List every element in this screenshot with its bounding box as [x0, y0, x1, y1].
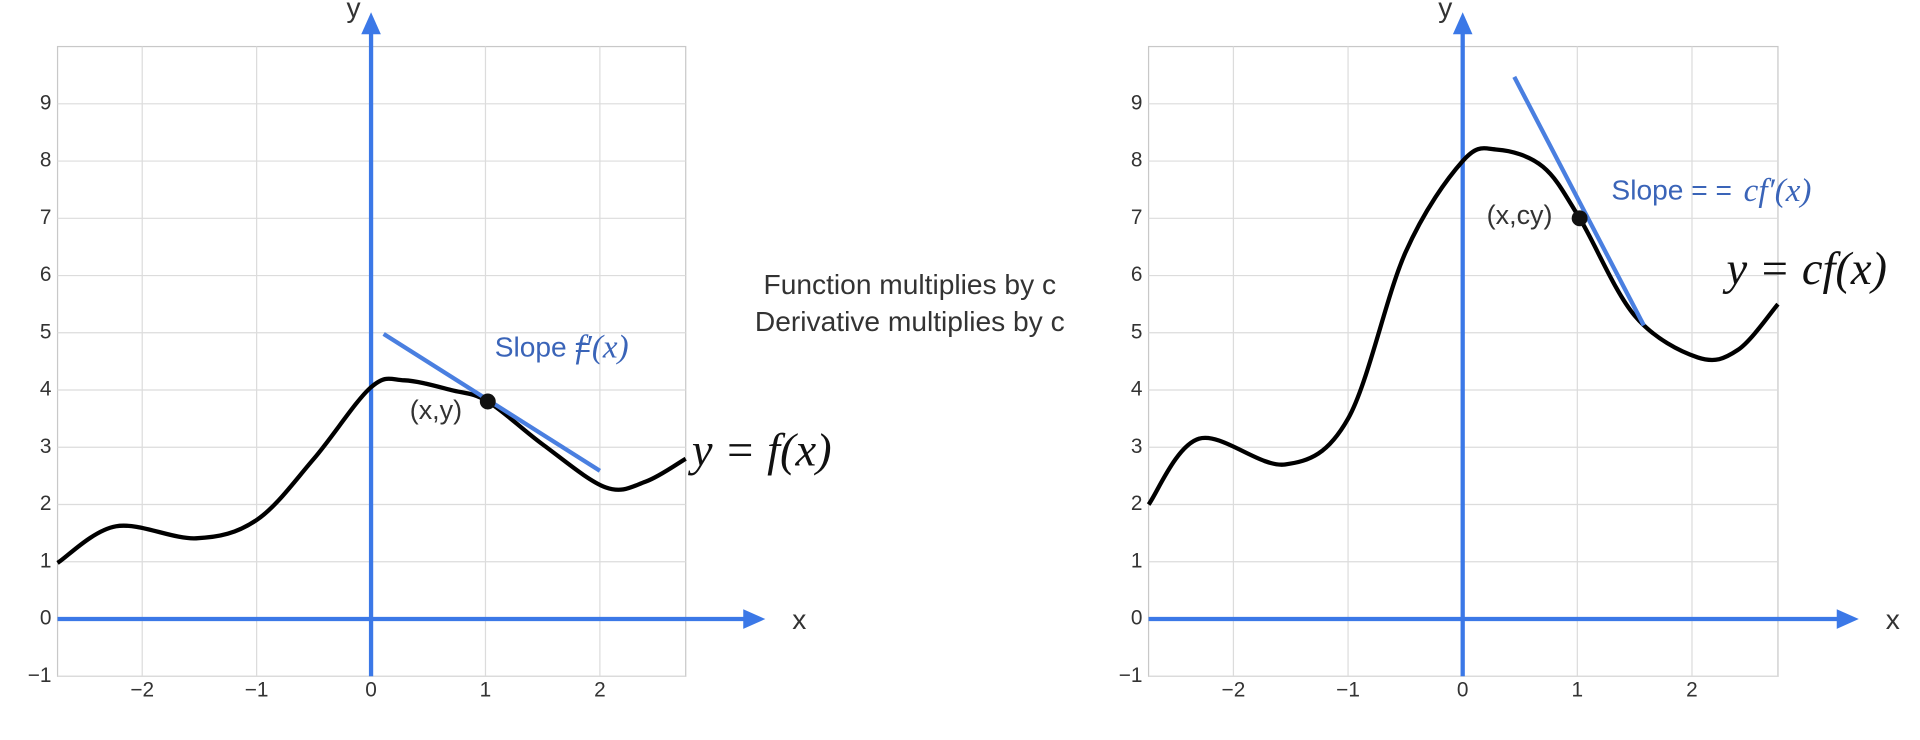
point-label: (x,cy)	[1487, 200, 1553, 230]
y-tick-label: 3	[1131, 435, 1143, 458]
y-tick-label: 8	[1131, 149, 1143, 172]
y-tick-label: 8	[40, 149, 52, 172]
y-tick-label: 0	[1131, 607, 1143, 630]
y-tick-label: 7	[1131, 206, 1143, 229]
slope-formula: f′(x)	[576, 330, 629, 366]
y-tick-label: 0	[40, 607, 52, 630]
y-axis-label: y	[347, 0, 362, 23]
y-tick-label: −1	[1119, 664, 1143, 687]
y-tick-label: 9	[1131, 91, 1143, 114]
y-tick-label: 4	[40, 378, 52, 401]
slope-formula: cf′(x)	[1744, 173, 1812, 209]
slope-text: Slope = =	[1611, 174, 1732, 206]
y-axis-arrow	[1452, 12, 1473, 35]
curve-label: y = cf(x)	[1723, 244, 1888, 295]
y-tick-label: 6	[40, 263, 52, 286]
x-tick-label: 2	[1686, 678, 1698, 701]
y-tick-label: 9	[40, 91, 52, 114]
tangent-point	[1571, 210, 1588, 227]
tangent-line	[1512, 75, 1646, 327]
x-tick-label: 1	[1572, 678, 1584, 701]
x-axis-label: x	[1886, 603, 1900, 635]
x-axis-arrow	[743, 609, 766, 629]
caption-line: Derivative multiplies by c	[755, 305, 1065, 337]
y-tick-label: 1	[1131, 549, 1143, 572]
y-axis-label: y	[1438, 0, 1453, 23]
x-tick-label: 2	[594, 678, 606, 701]
y-tick-label: 6	[1131, 263, 1143, 286]
y-tick-label: 5	[40, 320, 52, 343]
x-tick-label: −2	[130, 678, 154, 701]
x-tick-label: −1	[245, 678, 269, 701]
x-tick-label: −1	[1336, 678, 1360, 701]
y-tick-label: 2	[40, 492, 52, 515]
tangent-point	[479, 393, 496, 410]
y-tick-label: 5	[1131, 320, 1143, 343]
caption-line: Function multiplies by c	[764, 268, 1057, 300]
slope-text: Slope =	[495, 331, 591, 363]
function-curve	[1146, 146, 1780, 506]
point-label: (x,y)	[410, 395, 462, 425]
curve-label: y = f(x)	[688, 426, 832, 477]
x-tick-label: 1	[480, 678, 492, 701]
y-tick-label: 3	[40, 435, 52, 458]
y-tick-label: 4	[1131, 378, 1143, 401]
y-tick-label: 1	[40, 549, 52, 572]
y-tick-label: −1	[28, 664, 52, 687]
y-tick-label: 7	[40, 206, 52, 229]
x-tick-label: 0	[365, 678, 377, 701]
x-axis-label: x	[792, 603, 806, 635]
y-tick-label: 2	[1131, 492, 1143, 515]
x-axis-arrow	[1836, 609, 1859, 629]
function-curve	[56, 376, 687, 565]
x-tick-label: 0	[1457, 678, 1469, 701]
x-tick-label: −2	[1222, 678, 1246, 701]
y-axis-arrow	[361, 12, 381, 35]
